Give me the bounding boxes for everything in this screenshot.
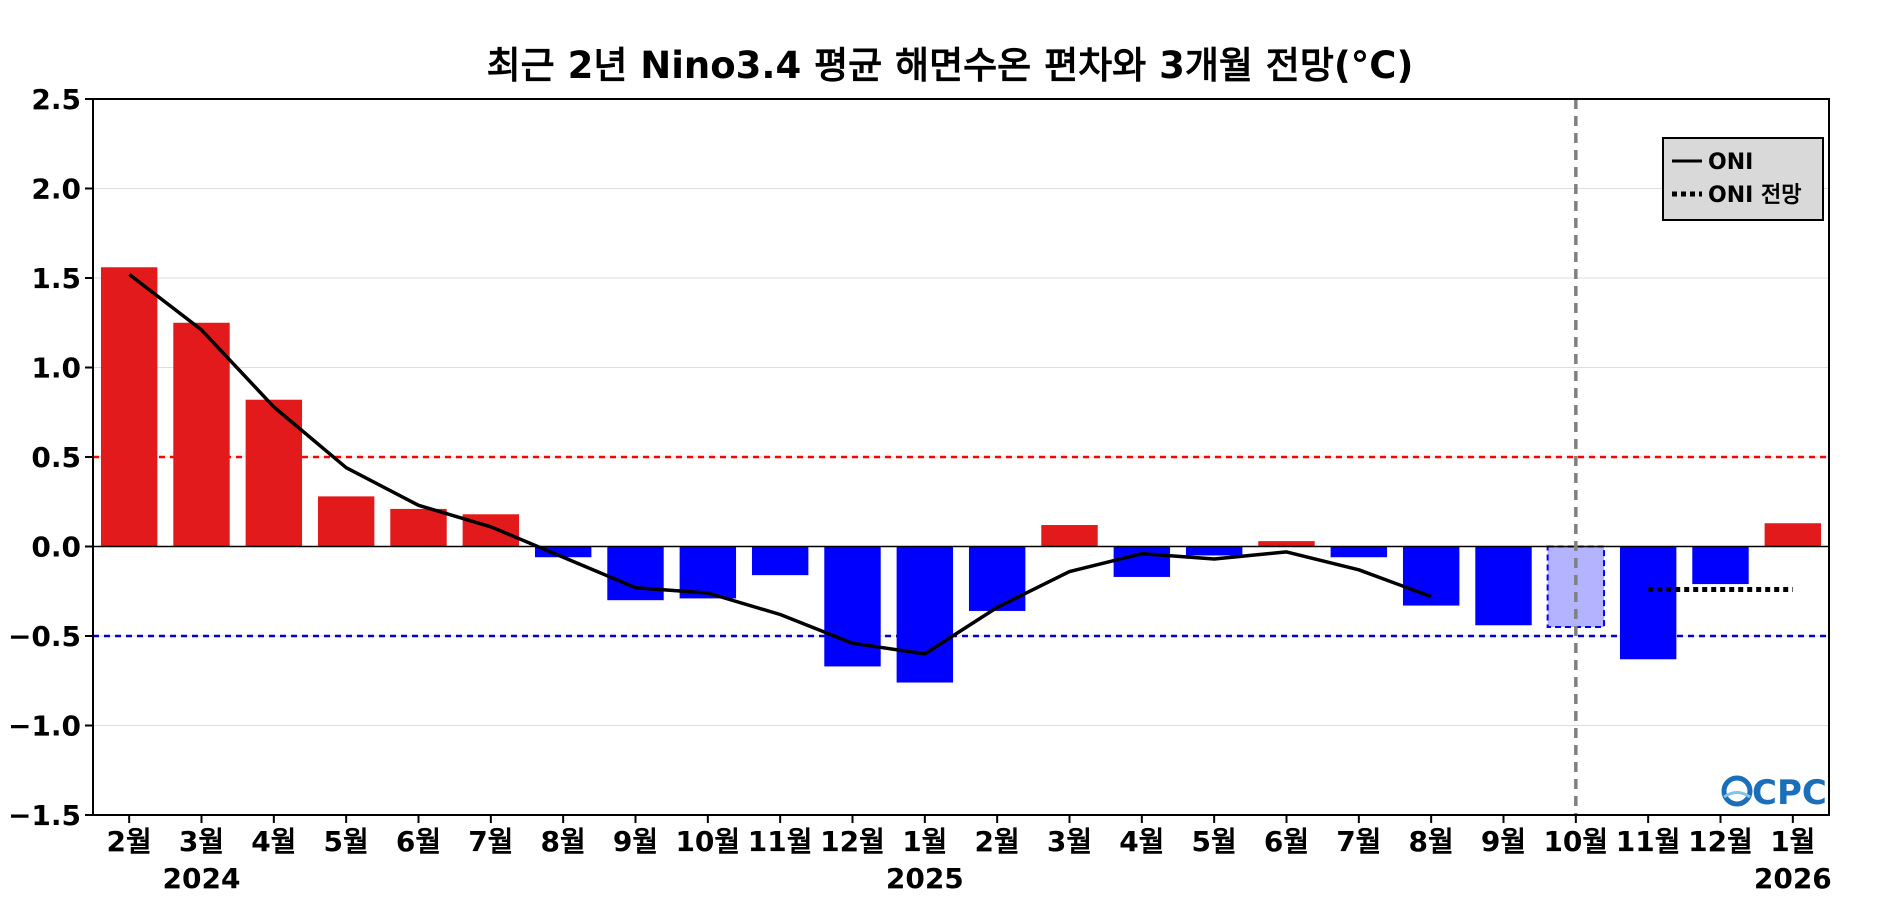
y-tick-label: 1.0 xyxy=(31,352,81,385)
x-tick-label: 5월 xyxy=(324,825,369,858)
legend-oni-label: ONI xyxy=(1708,150,1753,175)
cpc-logo-globe-icon xyxy=(1721,775,1753,807)
line-series xyxy=(128,273,1793,656)
x-tick-label: 1월 xyxy=(902,825,947,858)
y-tick-label: 0.5 xyxy=(31,441,81,474)
bar xyxy=(1692,546,1749,585)
x-tick-label: 6월 xyxy=(1264,825,1309,858)
x-tick-label: 1월 xyxy=(1770,825,1815,858)
x-tick-label: 11월 xyxy=(1616,825,1681,858)
x-tick-label: 8월 xyxy=(1409,825,1454,858)
x-tick-label: 3월 xyxy=(179,825,224,858)
bar xyxy=(100,267,158,547)
x-axis: 2월 3월 4월 5월 6월 7월 8월 9월 10월 11월 12월 1월 2월 3월 4월 5월 6월 7월 8… xyxy=(107,815,1832,895)
legend-box xyxy=(1662,137,1824,221)
y-tick-label: −1.5 xyxy=(8,799,81,832)
x-tick-label: 6월 xyxy=(396,825,441,858)
x-tick-label: 12월 xyxy=(1688,825,1753,858)
bar xyxy=(751,546,809,576)
legend-oni-outlook-label: ONI 전망 xyxy=(1708,183,1801,208)
y-tick-label: 0.0 xyxy=(31,531,81,564)
bar xyxy=(1764,523,1822,547)
bar xyxy=(1041,525,1098,547)
x-tick-label: 8월 xyxy=(541,825,586,858)
cpc-logo-text: CPC xyxy=(1752,773,1827,813)
year-label: 2026 xyxy=(1754,862,1832,895)
y-tick-label: 2.5 xyxy=(31,83,81,116)
x-tick-label: 7월 xyxy=(1336,825,1381,858)
x-tick-label: 4월 xyxy=(251,825,296,858)
bar xyxy=(607,546,664,601)
y-tick-label: 2.0 xyxy=(31,173,81,206)
bar xyxy=(317,496,375,547)
bar xyxy=(679,546,737,599)
x-tick-label: 12월 xyxy=(820,825,885,858)
y-tick-label: −1.0 xyxy=(8,710,81,743)
cpc-logo: CPC xyxy=(1721,773,1827,813)
bar xyxy=(1475,546,1532,626)
year-label: 2025 xyxy=(886,862,964,895)
x-tick-label: 2월 xyxy=(975,825,1020,858)
bar xyxy=(173,322,230,547)
bar xyxy=(968,546,1026,611)
bar xyxy=(1185,546,1243,556)
x-tick-label: 10월 xyxy=(675,825,740,858)
legend: ONI ONI 전망 xyxy=(1662,137,1824,221)
bar xyxy=(390,508,447,547)
x-tick-label: 5월 xyxy=(1192,825,1237,858)
x-tick-label: 9월 xyxy=(1481,825,1526,858)
bar xyxy=(534,546,592,558)
bar xyxy=(1330,546,1388,558)
bar xyxy=(824,546,881,667)
oni-line xyxy=(128,273,1432,656)
y-tick-label: −0.5 xyxy=(8,620,81,653)
x-tick-label: 7월 xyxy=(468,825,513,858)
y-tick-label: 1.5 xyxy=(31,262,81,295)
x-tick-label: 10월 xyxy=(1543,825,1608,858)
x-tick-label: 4월 xyxy=(1119,825,1164,858)
x-tick-label: 9월 xyxy=(613,825,658,858)
bar xyxy=(1619,546,1677,660)
threshold-lines xyxy=(93,455,1829,638)
cpc-logo-wave-icon xyxy=(1723,791,1751,799)
x-tick-label: 3월 xyxy=(1047,825,1092,858)
bar xyxy=(1402,546,1460,606)
x-tick-label: 2월 xyxy=(107,825,152,858)
bar xyxy=(896,546,954,683)
bar xyxy=(1258,541,1315,547)
x-tick-label: 11월 xyxy=(748,825,813,858)
bar xyxy=(1113,546,1171,577)
y-axis: 2.5 2.0 1.5 1.0 0.5 0.0 −0.5 −1.0 −1.5 xyxy=(8,83,93,832)
year-label: 2024 xyxy=(163,862,241,895)
chart-title: 최근 2년 Nino3.4 평균 해면수온 편차와 3개월 전망(°C) xyxy=(487,44,1414,87)
